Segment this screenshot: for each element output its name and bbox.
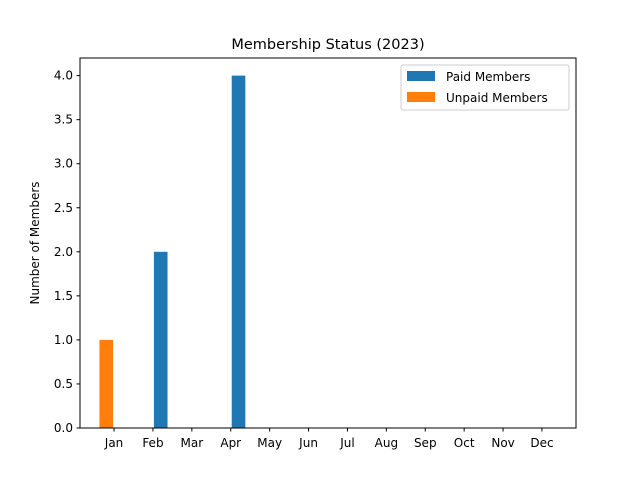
y-tick-label: 3.5 xyxy=(54,113,73,127)
chart-title: Membership Status (2023) xyxy=(231,37,424,53)
bar-paid-apr xyxy=(231,75,246,428)
x-tick-label-oct: Oct xyxy=(454,436,475,450)
bar-paid-feb xyxy=(153,251,168,428)
legend-label-unpaid: Unpaid Members xyxy=(446,91,548,105)
plot-frame xyxy=(79,57,577,429)
x-axis-ticks: Jan Feb Mar Apr May Jun Jul Aug Sep Oct Nov Dec xyxy=(104,428,554,450)
y-tick-label: 1.0 xyxy=(54,333,73,347)
x-tick-label-jan: Jan xyxy=(104,436,124,450)
x-tick-label-dec: Dec xyxy=(530,436,553,450)
y-tick-label: 0.0 xyxy=(54,421,73,435)
x-tick-label-jun: Jun xyxy=(298,436,318,450)
x-tick-label-apr: Apr xyxy=(220,436,241,450)
y-axis-ticks: 0.0 0.5 1.0 1.5 2.0 2.5 3.0 3.5 4.0 xyxy=(54,69,80,435)
legend-box xyxy=(400,64,570,111)
x-tick-label-nov: Nov xyxy=(491,436,514,450)
y-tick-label: 2.5 xyxy=(54,201,73,215)
x-tick-label-sep: Sep xyxy=(414,436,437,450)
legend-swatch-paid xyxy=(407,71,435,81)
y-axis-label: Number of Members xyxy=(28,181,42,304)
legend: Paid Members Unpaid Members xyxy=(400,64,570,111)
x-tick-label-mar: Mar xyxy=(181,436,204,450)
bars-layer xyxy=(99,75,246,428)
y-tick-label: 0.5 xyxy=(54,377,73,391)
legend-swatch-unpaid xyxy=(407,92,435,102)
y-tick-label: 4.0 xyxy=(54,69,73,83)
x-tick-label-may: May xyxy=(257,436,282,450)
x-tick-label-jul: Jul xyxy=(339,436,354,450)
y-tick-label: 1.5 xyxy=(54,289,73,303)
bar-unpaid-jan xyxy=(99,339,114,428)
y-tick-label: 2.0 xyxy=(54,245,73,259)
legend-label-paid: Paid Members xyxy=(446,70,530,84)
y-tick-label: 3.0 xyxy=(54,157,73,171)
x-tick-label-feb: Feb xyxy=(142,436,163,450)
x-tick-label-aug: Aug xyxy=(375,436,398,450)
